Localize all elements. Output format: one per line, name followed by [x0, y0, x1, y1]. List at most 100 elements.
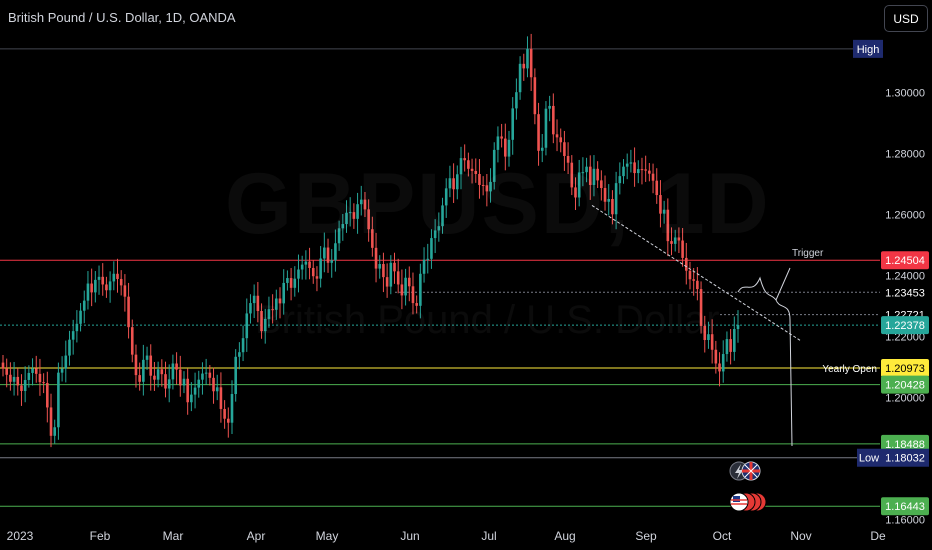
candle-body — [341, 224, 345, 229]
candle-body — [448, 178, 452, 189]
uk-flag-icon[interactable] — [741, 461, 761, 481]
candle-body — [459, 158, 463, 175]
candle-body — [518, 63, 522, 93]
candle-body — [648, 170, 651, 174]
candle-body — [227, 418, 230, 423]
x-tick-label: Nov — [790, 529, 811, 543]
candle-body — [153, 375, 156, 380]
candle-body — [552, 105, 555, 135]
candle-body — [160, 369, 164, 375]
candle-body — [171, 363, 175, 380]
candle-body — [352, 212, 356, 219]
price-label: 1.20973 — [885, 363, 925, 375]
candle-body — [515, 92, 518, 109]
candle-body — [363, 199, 367, 210]
candle-body — [400, 284, 404, 296]
candle-body — [164, 374, 167, 389]
x-tick-label: Jul — [481, 529, 496, 543]
candle-body — [537, 114, 540, 151]
candle-body — [82, 300, 86, 311]
candle-body — [145, 355, 149, 360]
candle-body — [489, 181, 492, 192]
candle-body — [193, 387, 197, 395]
candle-body — [201, 373, 204, 380]
candle-body — [267, 309, 271, 319]
projection-path — [737, 276, 793, 447]
high-label-box — [853, 39, 883, 58]
candle-body — [311, 267, 315, 277]
candle-body — [600, 180, 603, 189]
candle-body — [204, 372, 208, 374]
candle-body — [492, 149, 496, 182]
candle-body — [411, 286, 415, 304]
candle-body — [12, 376, 16, 382]
candle-body — [130, 327, 134, 355]
candle-body — [97, 276, 101, 280]
candle-body — [563, 142, 566, 156]
candle-body — [588, 166, 592, 185]
price-label: 1.20428 — [885, 380, 925, 392]
candle-body — [175, 363, 178, 370]
candle-body — [71, 331, 75, 340]
candle-body — [692, 279, 695, 281]
candle-body — [334, 243, 337, 261]
candle-body — [20, 385, 23, 391]
candle-body — [500, 136, 503, 139]
candle-body — [215, 387, 219, 392]
candle-body — [603, 188, 607, 202]
candle-body — [507, 139, 511, 157]
price-label-box — [881, 497, 929, 516]
price-label: 1.22378 — [885, 320, 925, 332]
candle-body — [478, 173, 481, 185]
price-label-box — [881, 434, 929, 453]
candle-body — [444, 188, 448, 206]
candle-body — [182, 378, 186, 386]
candle-body — [178, 369, 182, 386]
y-tick-label: 1.20000 — [885, 393, 925, 405]
x-tick-label: Oct — [713, 529, 732, 543]
candle-body — [566, 155, 570, 163]
candle-body — [374, 247, 378, 269]
candle-body — [721, 354, 725, 372]
candle-body — [596, 168, 599, 181]
candle-body — [245, 313, 249, 339]
candle-body — [142, 359, 145, 382]
candle-body — [467, 160, 470, 169]
candle-body — [718, 363, 721, 372]
candle-body — [138, 375, 141, 382]
x-tick-label: 2023 — [7, 529, 34, 543]
candle-body — [378, 264, 382, 269]
candle-body — [367, 209, 370, 230]
candle-body — [433, 230, 437, 239]
candle-body — [585, 166, 588, 173]
trigger-pointer — [775, 267, 791, 301]
candle-body — [540, 147, 544, 151]
candle-body — [725, 339, 729, 355]
candle-body — [655, 180, 659, 196]
candle-body — [5, 368, 8, 375]
candle-body — [46, 383, 49, 408]
candle-body — [430, 238, 433, 259]
candle-body — [42, 382, 45, 384]
candle-body — [319, 258, 322, 279]
x-tick-label: De — [870, 529, 886, 543]
trend-line — [591, 204, 801, 341]
candle-body — [190, 394, 193, 403]
candle-body — [359, 199, 363, 205]
currency-button[interactable]: USD — [884, 5, 928, 32]
candle-body — [323, 247, 326, 259]
candle-body — [673, 237, 677, 244]
candle-body — [260, 311, 263, 332]
candle-body — [1, 362, 5, 369]
candle-body — [23, 379, 27, 391]
candle-body — [34, 368, 38, 374]
price-label: 1.18488 — [885, 439, 925, 451]
candle-body — [629, 162, 633, 164]
candle-body — [385, 277, 389, 287]
us-flag-icon[interactable] — [729, 492, 767, 512]
candle-body — [574, 187, 577, 198]
candle-body — [544, 108, 548, 148]
candle-body — [419, 273, 422, 306]
candle-body — [275, 298, 278, 310]
